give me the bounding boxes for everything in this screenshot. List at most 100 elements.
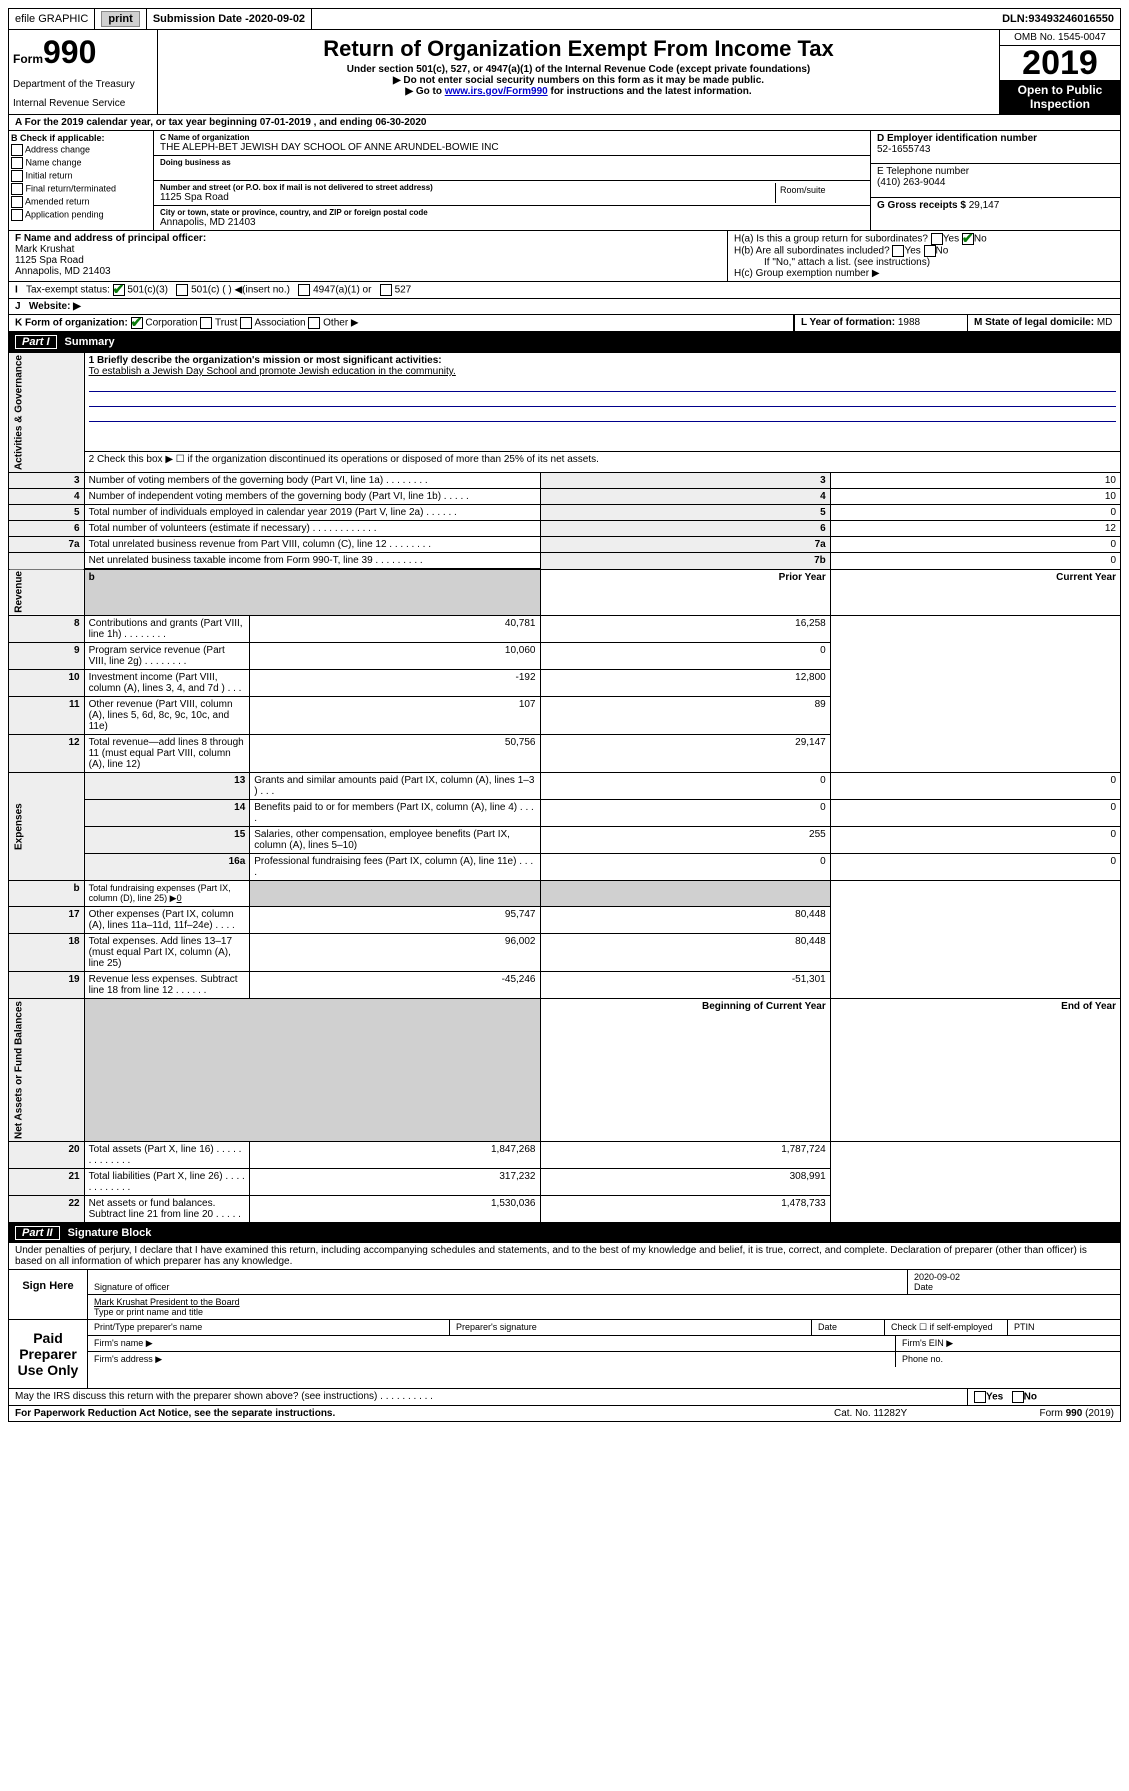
row-prior: 0 [540, 800, 830, 827]
part2-num: Part II [15, 1226, 60, 1240]
form-page: Form 990 (2019) [994, 1408, 1114, 1419]
row-text: Contributions and grants (Part VIII, lin… [84, 616, 250, 643]
discuss-text: May the IRS discuss this return with the… [9, 1389, 968, 1405]
form-subtitle: Under section 501(c), 527, or 4947(a)(1)… [166, 64, 991, 75]
row-curr: 0 [830, 800, 1120, 827]
chk-trust[interactable] [200, 317, 212, 329]
row-text: Program service revenue (Part VIII, line… [84, 643, 250, 670]
hdr-prior: Prior Year [540, 569, 830, 616]
row-num: 9 [9, 643, 85, 670]
row-f-h: F Name and address of principal officer:… [8, 231, 1121, 282]
ha-yes[interactable] [931, 233, 943, 245]
chk-other[interactable] [308, 317, 320, 329]
row-prior: 107 [250, 697, 540, 735]
row-prior: 1,847,268 [250, 1142, 540, 1169]
discuss-yes[interactable] [974, 1391, 986, 1403]
chk-527[interactable] [380, 284, 392, 296]
opt-amended: Amended return [25, 196, 90, 206]
part1-title: Summary [65, 336, 115, 348]
opt-assoc: Association [254, 318, 305, 329]
row-val: 0 [830, 505, 1120, 521]
chk-corp[interactable] [131, 317, 143, 329]
sign-here-label: Sign Here [9, 1270, 87, 1319]
hb-lbl: H(b) Are all subordinates included? [734, 246, 890, 257]
row-num: 12 [9, 735, 85, 773]
row-text: Investment income (Part VIII, column (A)… [84, 670, 250, 697]
row-curr: 0 [830, 854, 1120, 881]
row-text: Total unrelated business revenue from Pa… [84, 537, 540, 553]
summary-table: Activities & Governance 1 Briefly descri… [8, 352, 1121, 1223]
sign-here-block: Sign Here Signature of officer 2020-09-0… [8, 1270, 1121, 1320]
prep-sig-lbl: Preparer's signature [450, 1320, 812, 1335]
ha-no[interactable] [962, 233, 974, 245]
row-text: Net unrelated business taxable income fr… [84, 553, 540, 570]
phone-val: (410) 263-9044 [877, 177, 945, 188]
box-i: I [15, 285, 18, 296]
efile-label: efile GRAPHIC [15, 13, 88, 25]
hb-note: If "No," attach a list. (see instruction… [734, 257, 1114, 268]
info-grid: B Check if applicable: Address change Na… [8, 131, 1121, 231]
chk-final-return[interactable] [11, 183, 23, 195]
row-num: 8 [9, 616, 85, 643]
chk-assoc[interactable] [240, 317, 252, 329]
row-text: Revenue less expenses. Subtract line 18 … [84, 972, 250, 999]
box-k-lbl: K Form of organization: [15, 318, 128, 329]
hb-yes[interactable] [892, 245, 904, 257]
row-box: 5 [540, 505, 830, 521]
instruction-2-pre: ▶ Go to [405, 86, 444, 97]
no-label: No [1024, 1392, 1037, 1403]
addr-lbl: Number and street (or P.O. box if mail i… [160, 183, 775, 192]
q2: 2 Check this box ▶ ☐ if the organization… [84, 451, 1120, 472]
row-curr: 1,787,724 [540, 1142, 830, 1169]
row-num: 15 [84, 827, 250, 854]
row-box: 6 [540, 521, 830, 537]
org-street: 1125 Spa Road [160, 192, 775, 203]
chk-app-pending[interactable] [11, 209, 23, 221]
opt-app-pending: Application pending [25, 209, 104, 219]
chk-amended[interactable] [11, 196, 23, 208]
row-text: Grants and similar amounts paid (Part IX… [250, 773, 540, 800]
name-lbl: C Name of organization [160, 133, 864, 142]
perjury-statement: Under penalties of perjury, I declare th… [8, 1243, 1121, 1270]
row-curr: 12,800 [540, 670, 830, 697]
dba-lbl: Doing business as [160, 158, 864, 167]
row-text: Number of independent voting members of … [84, 489, 540, 505]
row-num: 22 [9, 1196, 85, 1223]
row-num: 17 [9, 907, 85, 934]
row-num: 4 [9, 489, 85, 505]
officer-name: Mark Krushat [15, 244, 74, 255]
hb-no[interactable] [924, 245, 936, 257]
opt-name-change: Name change [26, 157, 82, 167]
hdr-end: End of Year [830, 999, 1120, 1142]
hc-lbl: H(c) Group exemption number ▶ [734, 268, 1114, 279]
yes-label: Yes [986, 1392, 1003, 1403]
box-b-title: B Check if applicable: [11, 133, 105, 143]
paid-preparer-block: Paid Preparer Use Only Print/Type prepar… [8, 1320, 1121, 1389]
row-num: 14 [84, 800, 250, 827]
row-curr: 16,258 [540, 616, 830, 643]
open-public: Open to Public Inspection [1000, 80, 1120, 114]
discuss-no[interactable] [1012, 1391, 1024, 1403]
print-button[interactable]: print [101, 11, 139, 27]
row-num: 10 [9, 670, 85, 697]
row-num: 3 [9, 473, 85, 489]
chk-name-change[interactable] [11, 157, 23, 169]
row-box: 4 [540, 489, 830, 505]
chk-501c[interactable] [176, 284, 188, 296]
form-title: Return of Organization Exempt From Incom… [166, 36, 991, 62]
irs-link[interactable]: www.irs.gov/Form990 [445, 86, 548, 97]
box-m-val: MD [1097, 317, 1113, 328]
row-num: 21 [9, 1169, 85, 1196]
row-16b-n: b [9, 881, 85, 907]
row-curr: 29,147 [540, 735, 830, 773]
chk-initial-return[interactable] [11, 170, 23, 182]
prep-name-lbl: Print/Type preparer's name [88, 1320, 450, 1335]
chk-4947[interactable] [298, 284, 310, 296]
chk-address-change[interactable] [11, 144, 23, 156]
dln-label: DLN: [1002, 13, 1028, 25]
chk-501c3[interactable] [113, 284, 125, 296]
row-curr: 1,478,733 [540, 1196, 830, 1223]
opt-501c: 501(c) ( ) ◀(insert no.) [191, 285, 290, 296]
row-val: 10 [830, 473, 1120, 489]
tax-year: 2019 [1000, 46, 1120, 80]
